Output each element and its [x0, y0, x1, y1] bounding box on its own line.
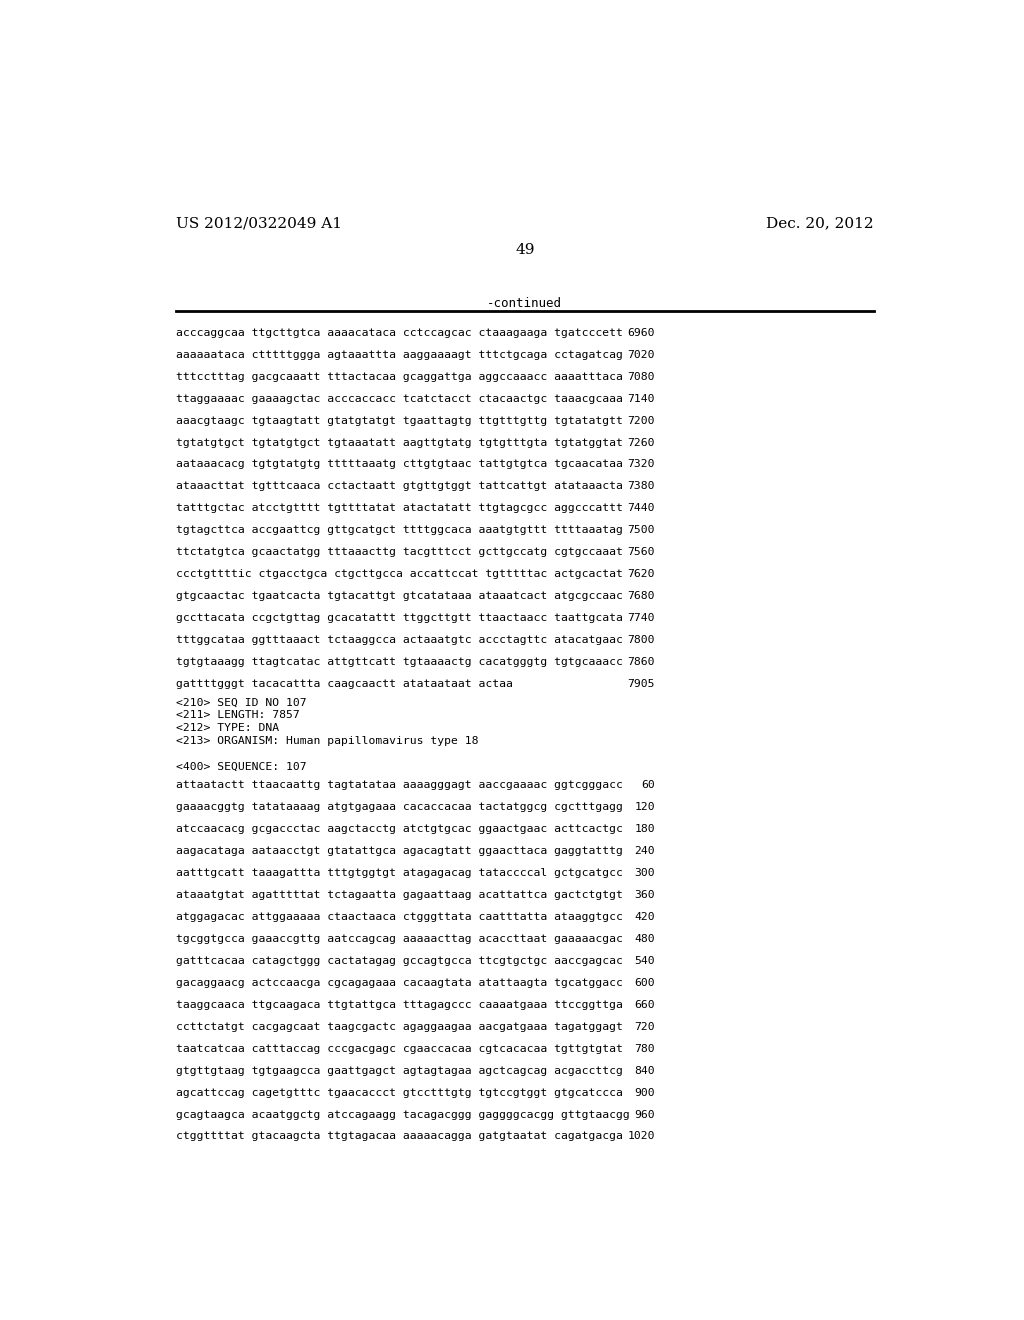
Text: 540: 540: [635, 956, 655, 966]
Text: gattttgggt tacacattta caagcaactt atataataat actaa: gattttgggt tacacattta caagcaactt atataat…: [176, 678, 513, 689]
Text: 1020: 1020: [628, 1131, 655, 1142]
Text: 600: 600: [635, 978, 655, 987]
Text: gcagtaagca acaatggctg atccagaagg tacagacggg gaggggcacgg gttgtaacgg: gcagtaagca acaatggctg atccagaagg tacagac…: [176, 1110, 630, 1119]
Text: <400> SEQUENCE: 107: <400> SEQUENCE: 107: [176, 762, 306, 771]
Text: ttctatgtca gcaactatgg tttaaacttg tacgtttcct gcttgccatg cgtgccaaat: ttctatgtca gcaactatgg tttaaacttg tacgttt…: [176, 548, 623, 557]
Text: gccttacata ccgctgttag gcacatattt ttggcttgtt ttaactaacc taattgcata: gccttacata ccgctgttag gcacatattt ttggctt…: [176, 612, 623, 623]
Text: 7560: 7560: [628, 548, 655, 557]
Text: taaggcaaca ttgcaagaca ttgtattgca tttagagccc caaaatgaaa ttccggttga: taaggcaaca ttgcaagaca ttgtattgca tttagag…: [176, 999, 623, 1010]
Text: 300: 300: [635, 869, 655, 878]
Text: aagacataga aataacctgt gtatattgca agacagtatt ggaacttaca gaggtatttg: aagacataga aataacctgt gtatattgca agacagt…: [176, 846, 623, 857]
Text: <211> LENGTH: 7857: <211> LENGTH: 7857: [176, 710, 300, 721]
Text: 7440: 7440: [628, 503, 655, 513]
Text: tgtatgtgct tgtatgtgct tgtaaatatt aagttgtatg tgtgtttgta tgtatggtat: tgtatgtgct tgtatgtgct tgtaaatatt aagttgt…: [176, 437, 623, 447]
Text: gatttcacaa catagctggg cactatagag gccagtgcca ttcgtgctgc aaccgagcac: gatttcacaa catagctggg cactatagag gccagtg…: [176, 956, 623, 966]
Text: aaaaaataca ctttttggga agtaaattta aaggaaaagt tttctgcaga cctagatcag: aaaaaataca ctttttggga agtaaattta aaggaaa…: [176, 350, 623, 360]
Text: US 2012/0322049 A1: US 2012/0322049 A1: [176, 216, 342, 230]
Text: 900: 900: [635, 1088, 655, 1098]
Text: 660: 660: [635, 999, 655, 1010]
Text: gtgttgtaag tgtgaagcca gaattgagct agtagtagaa agctcagcag acgaccttcg: gtgttgtaag tgtgaagcca gaattgagct agtagta…: [176, 1065, 623, 1076]
Text: 7500: 7500: [628, 525, 655, 536]
Text: tgtagcttca accgaattcg gttgcatgct ttttggcaca aaatgtgttt ttttaaatag: tgtagcttca accgaattcg gttgcatgct ttttggc…: [176, 525, 623, 536]
Text: gtgcaactac tgaatcacta tgtacattgt gtcatataaa ataaatcact atgcgccaac: gtgcaactac tgaatcacta tgtacattgt gtcatat…: [176, 591, 623, 601]
Text: <212> TYPE: DNA: <212> TYPE: DNA: [176, 723, 280, 733]
Text: 960: 960: [635, 1110, 655, 1119]
Text: gacaggaacg actccaacga cgcagagaaa cacaagtata atattaagta tgcatggacc: gacaggaacg actccaacga cgcagagaaa cacaagt…: [176, 978, 623, 987]
Text: 6960: 6960: [628, 327, 655, 338]
Text: aataaacacg tgtgtatgtg tttttaaatg cttgtgtaac tattgtgtca tgcaacataa: aataaacacg tgtgtatgtg tttttaaatg cttgtgt…: [176, 459, 623, 470]
Text: ccttctatgt cacgagcaat taagcgactc agaggaagaa aacgatgaaa tagatggagt: ccttctatgt cacgagcaat taagcgactc agaggaa…: [176, 1022, 623, 1032]
Text: atccaacacg gcgaccctac aagctacctg atctgtgcac ggaactgaac acttcactgc: atccaacacg gcgaccctac aagctacctg atctgtg…: [176, 824, 623, 834]
Text: 7140: 7140: [628, 393, 655, 404]
Text: <210> SEQ ID NO 107: <210> SEQ ID NO 107: [176, 698, 306, 708]
Text: 7380: 7380: [628, 482, 655, 491]
Text: agcattccag cagetgtttc tgaacaccct gtcctttgtg tgtccgtggt gtgcatccca: agcattccag cagetgtttc tgaacaccct gtccttt…: [176, 1088, 623, 1098]
Text: <213> ORGANISM: Human papillomavirus type 18: <213> ORGANISM: Human papillomavirus typ…: [176, 737, 478, 746]
Text: attaatactt ttaacaattg tagtatataa aaaagggagt aaccgaaaac ggtcgggacc: attaatactt ttaacaattg tagtatataa aaaaggg…: [176, 780, 623, 791]
Text: ccctgttttic ctgacctgca ctgcttgcca accattccat tgtttttac actgcactat: ccctgttttic ctgacctgca ctgcttgcca accatt…: [176, 569, 623, 579]
Text: ataaacttat tgtttcaaca cctactaatt gtgttgtggt tattcattgt atataaacta: ataaacttat tgtttcaaca cctactaatt gtgttgt…: [176, 482, 623, 491]
Text: 7800: 7800: [628, 635, 655, 645]
Text: 7740: 7740: [628, 612, 655, 623]
Text: -continued: -continued: [487, 297, 562, 310]
Text: 420: 420: [635, 912, 655, 923]
Text: tgcggtgcca gaaaccgttg aatccagcag aaaaacttag acaccttaat gaaaaacgac: tgcggtgcca gaaaccgttg aatccagcag aaaaact…: [176, 935, 623, 944]
Text: 60: 60: [641, 780, 655, 791]
Text: 49: 49: [515, 243, 535, 257]
Text: 120: 120: [635, 803, 655, 812]
Text: Dec. 20, 2012: Dec. 20, 2012: [766, 216, 873, 230]
Text: 7680: 7680: [628, 591, 655, 601]
Text: tgtgtaaagg ttagtcatac attgttcatt tgtaaaactg cacatgggtg tgtgcaaacc: tgtgtaaagg ttagtcatac attgttcatt tgtaaaa…: [176, 657, 623, 667]
Text: 360: 360: [635, 890, 655, 900]
Text: 7620: 7620: [628, 569, 655, 579]
Text: 840: 840: [635, 1065, 655, 1076]
Text: atggagacac attggaaaaa ctaactaaca ctgggttata caatttatta ataaggtgcc: atggagacac attggaaaaa ctaactaaca ctgggtt…: [176, 912, 623, 923]
Text: gaaaacggtg tatataaaag atgtgagaaa cacaccacaa tactatggcg cgctttgagg: gaaaacggtg tatataaaag atgtgagaaa cacacca…: [176, 803, 623, 812]
Text: 780: 780: [635, 1044, 655, 1053]
Text: 240: 240: [635, 846, 655, 857]
Text: taatcatcaa catttaccag cccgacgagc cgaaccacaa cgtcacacaa tgttgtgtat: taatcatcaa catttaccag cccgacgagc cgaacca…: [176, 1044, 623, 1053]
Text: ctggttttat gtacaagcta ttgtagacaa aaaaacagga gatgtaatat cagatgacga: ctggttttat gtacaagcta ttgtagacaa aaaaaca…: [176, 1131, 623, 1142]
Text: ataaatgtat agatttttat tctagaatta gagaattaag acattattca gactctgtgt: ataaatgtat agatttttat tctagaatta gagaatt…: [176, 890, 623, 900]
Text: 7320: 7320: [628, 459, 655, 470]
Text: 7200: 7200: [628, 416, 655, 425]
Text: aatttgcatt taaagattta tttgtggtgt atagagacag tataccccal gctgcatgcc: aatttgcatt taaagattta tttgtggtgt atagaga…: [176, 869, 623, 878]
Text: 180: 180: [635, 824, 655, 834]
Text: 7260: 7260: [628, 437, 655, 447]
Text: aaacgtaagc tgtaagtatt gtatgtatgt tgaattagtg ttgtttgttg tgtatatgtt: aaacgtaagc tgtaagtatt gtatgtatgt tgaatta…: [176, 416, 623, 425]
Text: 720: 720: [635, 1022, 655, 1032]
Text: 7080: 7080: [628, 372, 655, 381]
Text: tttcctttag gacgcaaatt tttactacaa gcaggattga aggccaaacc aaaatttaca: tttcctttag gacgcaaatt tttactacaa gcaggat…: [176, 372, 623, 381]
Text: 7860: 7860: [628, 657, 655, 667]
Text: 7020: 7020: [628, 350, 655, 360]
Text: 480: 480: [635, 935, 655, 944]
Text: ttaggaaaac gaaaagctac acccaccacc tcatctacct ctacaactgc taaacgcaaa: ttaggaaaac gaaaagctac acccaccacc tcatcta…: [176, 393, 623, 404]
Text: tttggcataa ggtttaaact tctaaggcca actaaatgtc accctagttc atacatgaac: tttggcataa ggtttaaact tctaaggcca actaaat…: [176, 635, 623, 645]
Text: 7905: 7905: [628, 678, 655, 689]
Text: tatttgctac atcctgtttt tgttttatat atactatatt ttgtagcgcc aggcccattt: tatttgctac atcctgtttt tgttttatat atactat…: [176, 503, 623, 513]
Text: acccaggcaa ttgcttgtca aaaacataca cctccagcac ctaaagaaga tgatcccett: acccaggcaa ttgcttgtca aaaacataca cctccag…: [176, 327, 623, 338]
